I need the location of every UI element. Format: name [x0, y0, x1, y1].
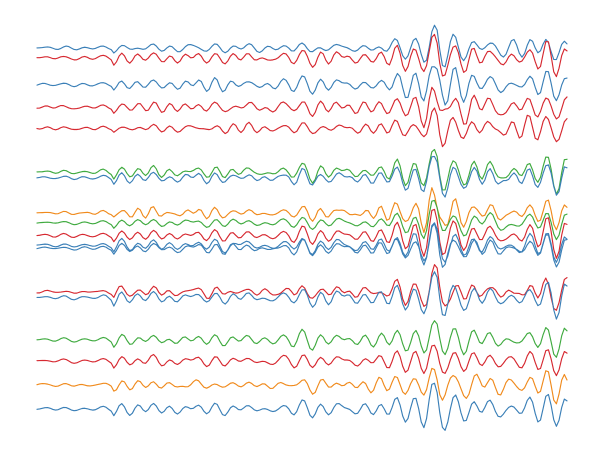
trace-orange-8: [36, 187, 568, 234]
trace-blue-7: [36, 155, 568, 198]
trace-blue-14: [36, 271, 568, 320]
trace-blue-18: [36, 382, 568, 431]
trace-blue-1: [36, 24, 568, 68]
trace-red-10: [36, 208, 568, 259]
trace-blue-3: [36, 66, 568, 106]
waveform-traces: [36, 24, 568, 431]
trace-red-5: [36, 107, 568, 148]
trace-green-9: [36, 199, 568, 241]
trace-red-4: [36, 86, 568, 129]
trace-blue-12: [36, 222, 568, 268]
trace-orange-17: [36, 367, 568, 405]
trace-red-16: [36, 344, 568, 377]
trace-red-2: [36, 33, 568, 78]
trace-red-13: [36, 264, 568, 311]
trace-green-6: [36, 148, 568, 195]
trace-green-15: [36, 320, 568, 358]
